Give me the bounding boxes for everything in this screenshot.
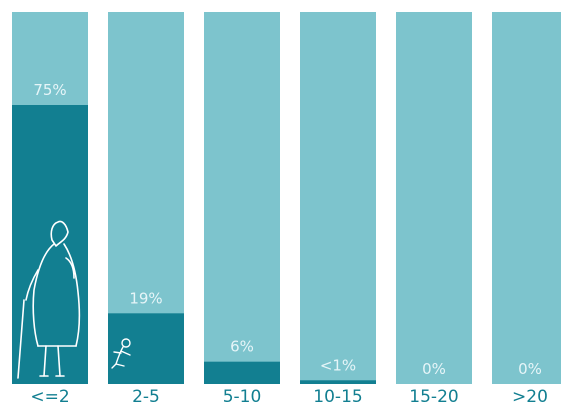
bar-value-5-10-2	[204, 361, 280, 384]
value-label-15-20-4: 0%	[422, 360, 446, 378]
value-label-2-0: 75%	[33, 81, 66, 99]
bar-background-5-10-2	[204, 12, 280, 384]
bar-background-10-15-3	[300, 12, 376, 384]
category-label-20-5: >20	[512, 387, 548, 407]
category-label-15-20-4: 15-20	[409, 387, 458, 407]
bar-value-10-15-3	[300, 380, 376, 384]
child-crawling-icon	[111, 338, 131, 369]
value-label-2-5-1: 19%	[129, 289, 162, 307]
bar-value-2-5-1	[108, 313, 184, 384]
labels-layer: 75% <=2 19% 2-5 6% 5-10 <1% 10-15 0% 15-20 0% >20	[30, 81, 548, 407]
bar-background-20-5	[492, 12, 561, 384]
category-label-2-5-1: 2-5	[132, 387, 160, 407]
value-label-10-15-3: <1%	[320, 356, 356, 374]
category-label-10-15-3: 10-15	[313, 387, 362, 407]
bar-value-2-0	[12, 105, 88, 384]
elderly-person-with-cane-icon	[17, 220, 81, 379]
bar-background-15-20-4	[396, 12, 472, 384]
category-label-5-10-2: 5-10	[223, 387, 262, 407]
illustrations-layer	[17, 220, 131, 379]
value-label-5-10-2: 6%	[230, 338, 254, 356]
value-label-20-5: 0%	[518, 360, 542, 378]
category-label-2-0: <=2	[30, 387, 69, 407]
bars-layer	[12, 12, 561, 384]
